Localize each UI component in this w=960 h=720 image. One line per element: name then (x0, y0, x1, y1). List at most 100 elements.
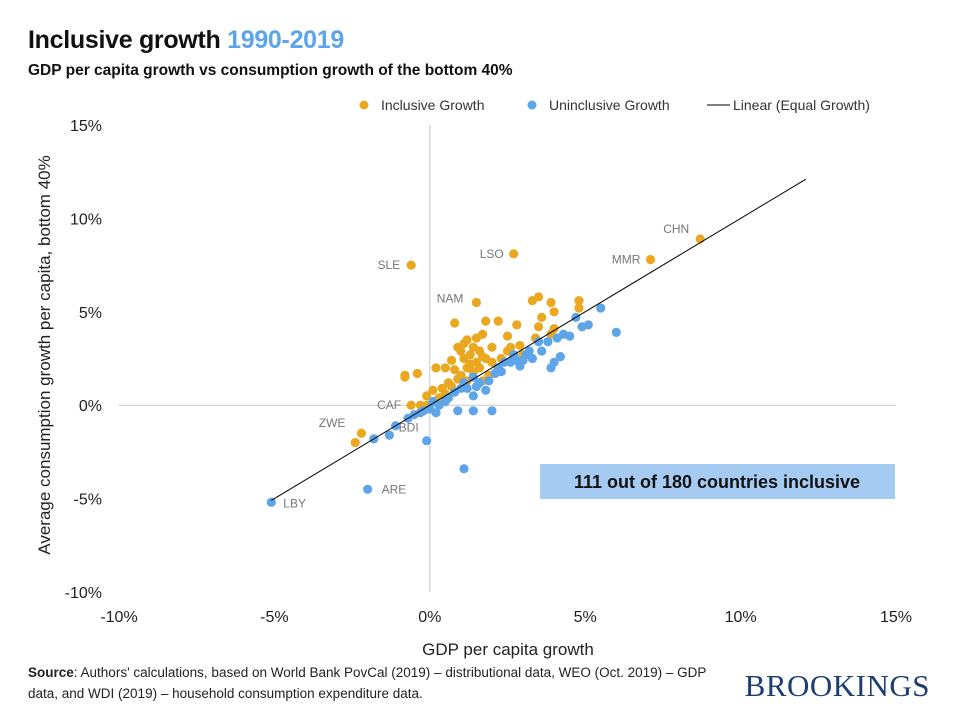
legend-label-inclusive: Inclusive Growth (381, 97, 484, 113)
point-uninclusive (527, 353, 537, 364)
country-label-sle: SLE (377, 258, 400, 272)
title-years: 1990-2019 (227, 26, 344, 54)
point-uninclusive (487, 406, 497, 416)
country-label-chn: CHN (663, 222, 689, 236)
y-axis-title: Average consumption growth per capita, b… (35, 155, 54, 554)
point-uninclusive (481, 385, 491, 395)
x-tick-label: 0% (418, 609, 441, 626)
point-inclusive (478, 352, 488, 362)
source-note: Source: Authors' calculations, based on … (28, 662, 718, 704)
point-inclusive (487, 357, 497, 367)
point-inclusive (406, 260, 416, 270)
point-uninclusive (468, 406, 478, 416)
chart-subtitle: GDP per capita growth vs consumption gro… (28, 62, 513, 79)
country-label-are: ARE (382, 482, 407, 496)
point-uninclusive (450, 387, 460, 397)
legend-marker-inclusive (359, 100, 369, 110)
x-tick-label: 10% (725, 609, 757, 626)
point-inclusive (450, 318, 460, 328)
legend: Inclusive Growth Uninclusive Growth Line… (359, 97, 870, 113)
x-axis-title: GDP per capita growth (422, 640, 594, 659)
y-tick-label: 0% (79, 398, 102, 415)
point-inclusive (512, 320, 522, 330)
point-uninclusive (543, 337, 553, 347)
title-main: Inclusive growth (28, 26, 221, 54)
point-inclusive (515, 340, 525, 351)
equal-growth-line (271, 178, 807, 501)
point-uninclusive (468, 372, 478, 382)
x-tick-label: -5% (260, 609, 288, 626)
point-uninclusive (512, 355, 522, 365)
point-inclusive (431, 363, 441, 373)
point-uninclusive (583, 320, 593, 330)
x-tick-label: 15% (880, 609, 912, 626)
annotation-bg (540, 464, 895, 499)
point-inclusive (456, 346, 466, 356)
legend-label-line: Linear (Equal Growth) (733, 97, 870, 113)
point-uninclusive (537, 346, 547, 356)
point-uninclusive (533, 337, 544, 347)
point-inclusive (440, 363, 450, 373)
point-inclusive (471, 333, 482, 343)
point-inclusive (474, 363, 485, 373)
country-label-bdi: BDI (399, 421, 419, 435)
point-uninclusive (418, 406, 429, 416)
point-uninclusive (549, 357, 559, 367)
country-label-zwe: ZWE (319, 416, 346, 430)
point-inclusive (465, 359, 475, 369)
point-inclusive (471, 297, 482, 308)
point-inclusive (406, 400, 416, 410)
country-label-nam: NAM (437, 291, 464, 305)
point-uninclusive (484, 376, 494, 386)
point-inclusive (350, 437, 360, 448)
country-label-lby: LBY (283, 496, 306, 510)
point-uninclusive (459, 378, 469, 388)
point-inclusive (527, 295, 537, 306)
point-inclusive (574, 295, 584, 306)
point-uninclusive (499, 357, 509, 367)
point-uninclusive (266, 497, 276, 507)
point-uninclusive (468, 391, 478, 401)
country-label-mmr: MMR (612, 252, 641, 266)
point-uninclusive (596, 303, 606, 313)
point-inclusive (574, 303, 584, 313)
point-uninclusive (428, 396, 438, 407)
x-tick-label: -10% (100, 609, 137, 626)
point-inclusive (537, 312, 547, 323)
point-inclusive (493, 316, 503, 326)
y-tick-label: -5% (74, 492, 102, 509)
point-inclusive (509, 249, 519, 259)
point-inclusive (459, 338, 469, 349)
point-inclusive (481, 316, 491, 326)
annotation-box: 111 out of 180 countries inclusive (540, 464, 895, 499)
point-inclusive (546, 297, 556, 308)
point-uninclusive (422, 436, 432, 446)
point-uninclusive (552, 333, 562, 343)
y-tick-label: 10% (70, 211, 102, 228)
source-label: Source (28, 665, 74, 680)
legend-marker-uninclusive (527, 100, 537, 110)
point-inclusive (645, 254, 656, 265)
point-inclusive (549, 307, 559, 317)
point-inclusive (450, 365, 460, 375)
annotation-text: 111 out of 180 countries inclusive (574, 472, 860, 492)
point-inclusive (422, 391, 432, 401)
point-uninclusive (611, 327, 621, 337)
point-uninclusive (555, 352, 565, 362)
point-inclusive (356, 428, 367, 438)
y-tick-label: 5% (79, 305, 102, 322)
brookings-logo: BROOKINGS (744, 668, 930, 703)
point-inclusive (412, 368, 422, 379)
point-inclusive (465, 350, 475, 360)
country-label-lso: LSO (480, 247, 504, 261)
point-uninclusive (459, 464, 469, 474)
point-inclusive (502, 331, 513, 341)
point-uninclusive (384, 430, 394, 440)
point-inclusive (533, 322, 544, 332)
y-tick-label: 15% (70, 118, 102, 135)
point-uninclusive (363, 484, 373, 494)
point-inclusive (446, 355, 457, 365)
point-uninclusive (453, 406, 463, 416)
point-inclusive (428, 385, 438, 395)
legend-label-uninclusive: Uninclusive Growth (549, 97, 670, 113)
